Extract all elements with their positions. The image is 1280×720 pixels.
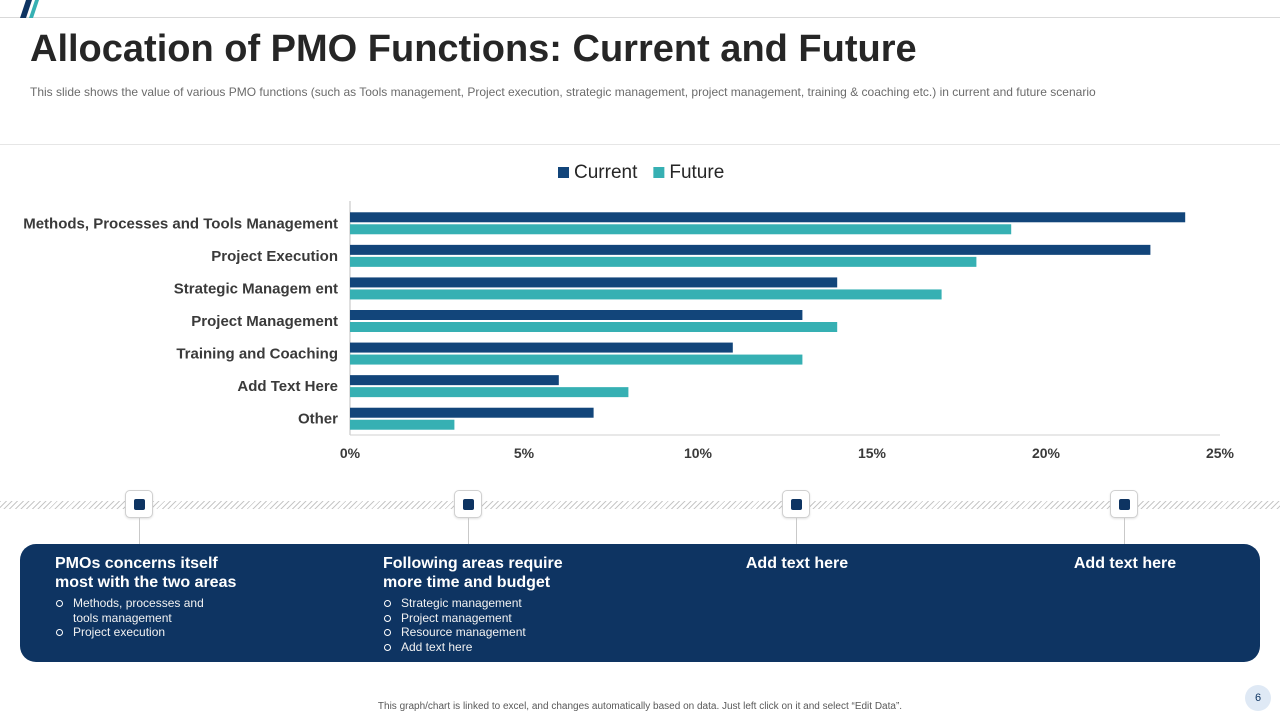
header-rule (0, 144, 1280, 145)
bar-future (350, 419, 455, 430)
bar-chart[interactable]: Current Future Methods, Processes and Tool… (0, 150, 1280, 470)
list-item-text: Methods, processes and tools management (73, 596, 204, 625)
column-list: Strategic management Project management … (383, 596, 683, 654)
x-tick-label: 0% (340, 445, 361, 461)
page-subtitle: This slide shows the value of various PM… (30, 85, 1096, 99)
bar-future (350, 387, 629, 398)
category-label: Project Execution (211, 248, 338, 265)
column-heading: Following areas require more time and bu… (383, 554, 683, 592)
timeline-marker-2 (454, 490, 482, 518)
category-label: Add Text Here (237, 378, 338, 395)
marker-connector-1 (139, 518, 140, 544)
legend-swatch-current (558, 167, 569, 178)
bar-current (350, 212, 1186, 223)
column-heading: PMOs concerns itself most with the two a… (55, 554, 355, 592)
footnote: This graph/chart is linked to excel, and… (377, 701, 903, 712)
bar-future (350, 224, 1012, 235)
marker-dot (463, 499, 474, 510)
bar-current (350, 310, 803, 320)
heading-line: most with the two areas (55, 574, 237, 591)
marker-connector-4 (1124, 518, 1125, 544)
logo-stripe-teal (29, 0, 39, 18)
bar-future (350, 354, 803, 365)
legend-swatch-future (653, 167, 665, 178)
panel-column-4: Add text here (1025, 554, 1225, 573)
list-item: Project execution (55, 625, 355, 640)
x-tick-label: 10% (684, 445, 713, 461)
list-item: Strategic management (383, 596, 683, 611)
category-label: Strategic Managem ent (174, 280, 338, 297)
x-tick-label: 5% (514, 445, 535, 461)
timeline-marker-3 (782, 490, 810, 518)
x-tick-label: 25% (1206, 445, 1235, 461)
heading-line: PMOs concerns itself (55, 555, 218, 572)
category-label: Methods, Processes and Tools Management (23, 215, 338, 232)
corner-logo (20, 0, 39, 18)
timeline-marker-1 (125, 490, 153, 518)
bar-future (350, 256, 977, 267)
heading-line: more time and budget (383, 574, 551, 591)
list-item: Resource management (383, 625, 683, 640)
top-rule (0, 17, 1280, 18)
hatched-divider (0, 501, 1280, 509)
marker-connector-2 (468, 518, 469, 544)
marker-dot (1119, 499, 1130, 510)
marker-dot (134, 499, 145, 510)
panel-column-2: Following areas require more time and bu… (383, 554, 683, 654)
summary-panel: PMOs concerns itself most with the two a… (20, 544, 1260, 662)
panel-column-3: Add text here (697, 554, 897, 573)
logo-stripe-dark (20, 0, 32, 18)
bar-future (350, 289, 942, 300)
marker-connector-3 (796, 518, 797, 544)
page-title: Allocation of PMO Functions: Current and… (30, 28, 917, 70)
legend-label-current: Current (574, 162, 638, 183)
column-list: Methods, processes and tools management P… (55, 596, 355, 640)
category-label: Project Management (191, 313, 338, 330)
category-label: Training and Coaching (176, 346, 338, 363)
page-number: 6 (1245, 685, 1271, 711)
heading-line: Following areas require (383, 555, 563, 572)
marker-dot (791, 499, 802, 510)
bar-current (350, 407, 594, 418)
category-label: Other (298, 411, 338, 428)
legend-label-future: Future (669, 162, 724, 183)
panel-column-1: PMOs concerns itself most with the two a… (55, 554, 355, 640)
list-item: Methods, processes and tools management (55, 596, 355, 625)
list-item: Add text here (383, 640, 683, 655)
bar-current (350, 277, 838, 288)
bar-future (350, 322, 838, 332)
bar-current (350, 375, 559, 386)
x-tick-label: 20% (1032, 445, 1061, 461)
timeline-marker-4 (1110, 490, 1138, 518)
bar-current (350, 342, 733, 353)
column-heading: Add text here (745, 555, 849, 572)
list-item: Project management (383, 611, 683, 626)
x-tick-label: 15% (858, 445, 887, 461)
column-heading: Add text here (1073, 555, 1177, 572)
bar-current (350, 244, 1151, 255)
